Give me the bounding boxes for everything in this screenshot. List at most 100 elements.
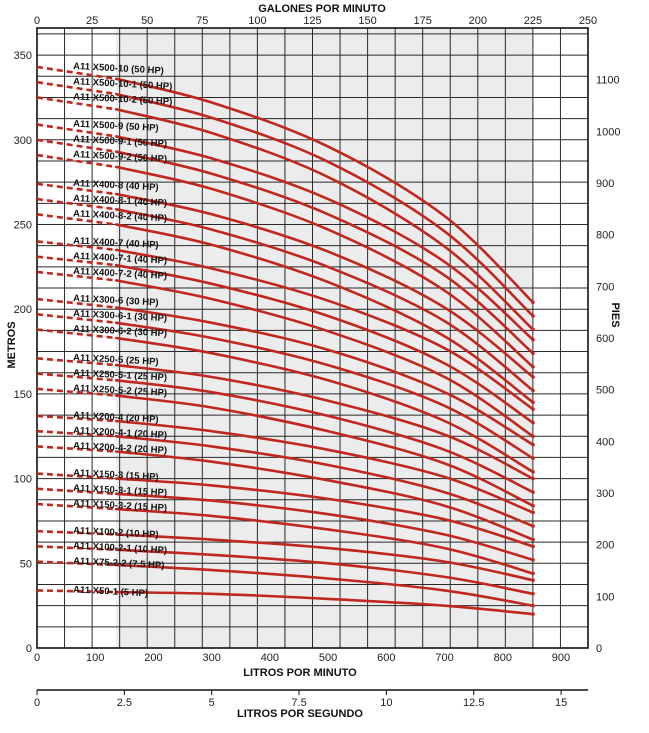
- curve-label: A11 X500-10 (50 HP): [73, 61, 164, 77]
- curve-dashed-segment: [36, 472, 117, 480]
- top-axis-title: GALONES POR MINUTO: [258, 3, 386, 15]
- grid: [37, 28, 588, 648]
- curve-label: A11 X100-2 (10 HP): [73, 525, 159, 540]
- top-tick-label: 225: [524, 15, 542, 27]
- curve-end-point: [531, 420, 535, 425]
- curve-label: A11 X500-9-2 (50 HP): [73, 149, 167, 165]
- curve-label: A11 X250-5-1 (25 HP): [73, 368, 167, 384]
- curve-label: A11 X300-6 (30 HP): [73, 293, 159, 308]
- bottom-tick-label: 500: [319, 652, 337, 664]
- right-tick-label: 900: [596, 178, 614, 190]
- curve-end-point: [531, 327, 535, 332]
- curve-line: [114, 477, 535, 548]
- curve-line: [114, 590, 535, 616]
- curve-end-point: [531, 524, 535, 528]
- bottom-tick-label: 200: [144, 652, 162, 664]
- curve-dashed-segment: [36, 445, 117, 453]
- bottom-tick-label: 700: [435, 652, 453, 664]
- curve-end-point: [531, 434, 535, 439]
- curve-dashed-segment: [36, 182, 117, 196]
- curve-dashed-segment: [36, 312, 117, 325]
- curve-label: A11 X250-5-2 (25 HP): [73, 383, 167, 399]
- curve-dashed-segment: [36, 213, 117, 226]
- curve-dashed-segment: [36, 197, 117, 211]
- curve-label: A11 X500-10-2 (50 HP): [73, 91, 173, 107]
- curve-end-point: [531, 578, 535, 583]
- curve-label: A11 X250-5 (25 HP): [73, 352, 159, 367]
- left-tick-label: 300: [14, 135, 32, 147]
- curve-labels: A11 X500-10 (50 HP)A11 X500-10-1 (50 HP)…: [73, 61, 173, 599]
- left-tick-label: 350: [14, 50, 32, 62]
- curve-end-point: [531, 337, 535, 342]
- curve-end-point: [531, 456, 535, 461]
- litros-por-segundo-axis: 0 2.5 5 7.5 10 12.5 15: [34, 689, 588, 709]
- curve-dashed-segment: [36, 545, 117, 552]
- curve-end-point: [531, 591, 535, 596]
- tick-labels: 0 25 50 75 100 125 150 175 200 225 250 0 100 200 300 40…: [14, 15, 621, 664]
- shaded-operating-band: [116, 28, 534, 648]
- curve-label: A11 X50-1 (5 HP): [73, 584, 148, 599]
- curve-end-point: [531, 407, 535, 411]
- right-tick-label: 400: [596, 436, 614, 448]
- lps-tick-label: 10: [380, 697, 392, 709]
- bottom-tick-label: 100: [86, 652, 104, 664]
- curve-line: [114, 419, 535, 514]
- curve-label: A11 X300-6-2 (30 HP): [73, 324, 167, 340]
- curve-dashed-segment: [36, 387, 117, 397]
- curve-dashed-segment: [36, 255, 117, 267]
- curve-end-point: [531, 442, 535, 447]
- curve-end-point: [531, 571, 535, 576]
- curve-end-point: [531, 364, 535, 369]
- bottom-tick-label: 400: [261, 652, 279, 664]
- curve-label: A11 X400-7-1 (40 HP): [73, 251, 167, 267]
- top-tick-label: 75: [196, 15, 208, 27]
- curve-dashed-segment: [36, 270, 117, 282]
- curve-end-point: [531, 612, 535, 616]
- curves: [36, 65, 535, 616]
- curve-label: A11 X150-3-1 (15 HP): [73, 483, 167, 499]
- curve-line: [114, 263, 535, 424]
- right-tick-label: 800: [596, 230, 614, 242]
- curve-label: A11 X400-8-1 (40 HP): [73, 193, 167, 209]
- curve-line: [114, 248, 535, 411]
- lps-tick-label: 15: [555, 697, 567, 709]
- curve-line: [114, 108, 535, 331]
- curve-dashed-segment: [36, 357, 117, 367]
- curve-label: A11 X100-2-1 (10 HP): [73, 540, 167, 556]
- lps-tick-label: 0: [34, 697, 40, 709]
- left-tick-label: 0: [26, 643, 32, 655]
- right-tick-label: 200: [596, 540, 614, 552]
- curve-dashed-segment: [36, 414, 117, 423]
- lps-tick-label: 7.5: [291, 697, 306, 709]
- curve-line: [114, 321, 535, 460]
- right-tick-label: 500: [596, 385, 614, 397]
- curve-dashed-segment: [36, 429, 117, 438]
- curve-label: A11 X400-7-2 (40 HP): [73, 266, 167, 282]
- curve-dashed-segment: [36, 138, 117, 153]
- curve-dashed-segment: [36, 96, 117, 111]
- curve-dashed-segment: [36, 372, 117, 382]
- curve-end-point: [531, 470, 535, 474]
- curve-dashed-segment: [36, 560, 117, 567]
- bottom-tick-label: 300: [202, 652, 220, 664]
- left-tick-label: 150: [14, 389, 32, 401]
- curve-end-point: [531, 544, 535, 549]
- bottom-tick-label: 800: [494, 652, 512, 664]
- curve-label: A11 X400-8 (40 HP): [73, 178, 159, 193]
- second-bottom-axis-title: LITROS POR SEGUNDO: [237, 708, 363, 720]
- curve-line: [114, 563, 535, 607]
- curve-line: [114, 450, 535, 541]
- curve-end-point: [531, 400, 535, 405]
- curve-label: A11 X400-8-2 (40 HP): [73, 208, 167, 224]
- curve-dashed-segment: [36, 80, 117, 96]
- top-tick-label: 125: [303, 15, 321, 27]
- curve-label: A11 X500-9-1 (50 HP): [73, 134, 167, 150]
- curve-line: [114, 279, 535, 438]
- top-tick-label: 200: [469, 15, 487, 27]
- top-tick-label: 175: [414, 15, 432, 27]
- shaded-range: [116, 28, 534, 648]
- top-tick-label: 0: [34, 15, 40, 27]
- bottom-tick-label: 0: [34, 652, 40, 664]
- curve-line: [114, 507, 535, 575]
- bottom-tick-label: 900: [552, 652, 570, 664]
